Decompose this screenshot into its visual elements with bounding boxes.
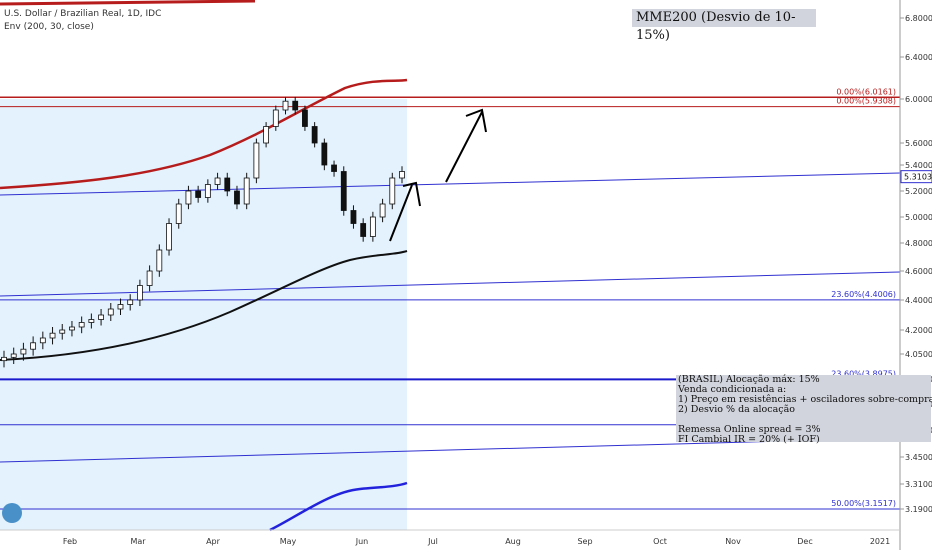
- candle-body: [117, 304, 124, 310]
- x-tick-label: Feb: [63, 537, 77, 546]
- last-price-label: 5.3103: [904, 173, 932, 182]
- symbol-title: U.S. Dollar / Brazilian Real, 1D, IDC: [4, 9, 162, 19]
- x-tick-label: Aug: [505, 537, 521, 546]
- candle-body: [321, 142, 328, 166]
- candle-body: [88, 319, 95, 323]
- x-tick-label: Nov: [725, 537, 741, 546]
- y-tick-label: 6.4000: [905, 53, 932, 62]
- x-tick-label: Jun: [355, 537, 369, 546]
- candle-body: [263, 126, 269, 144]
- candle-body: [166, 223, 172, 251]
- candle-body: [234, 190, 240, 205]
- trend-line: [0, 437, 901, 463]
- x-tick-label: Mar: [130, 537, 146, 546]
- fib-label: 23.60%(3.8975): [831, 369, 896, 378]
- candle-body: [331, 164, 337, 172]
- candle-body: [137, 285, 143, 301]
- candle-body: [369, 216, 376, 237]
- candle-body: [214, 177, 221, 185]
- candle-body: [59, 329, 66, 334]
- candle-body: [282, 100, 289, 111]
- candle-body: [175, 203, 182, 224]
- fib-label: 0.00%(5.9308): [836, 97, 896, 106]
- y-tick-label: 4.0500: [905, 350, 932, 359]
- fib-label: 23.60%(4.4006): [831, 290, 896, 299]
- candle-body: [30, 342, 37, 350]
- y-tick-label: 6.8000: [905, 14, 932, 23]
- y-tick-label: 4.2000: [905, 326, 932, 335]
- highlight-region: [0, 99, 407, 530]
- fib-label: 0.00%(6.0161): [836, 87, 896, 96]
- candle-body: [360, 223, 367, 237]
- y-tick-label: 3.1900: [905, 505, 932, 514]
- candle-body: [224, 177, 231, 192]
- candle-body: [49, 332, 56, 339]
- x-tick-label: Dec: [797, 537, 812, 546]
- candle-body: [272, 109, 279, 127]
- y-tick-label: 4.4000: [905, 296, 932, 305]
- candle-body: [292, 100, 299, 111]
- candle-body: [302, 109, 308, 127]
- candle-body: [39, 337, 46, 344]
- y-tick-label: 4.6000: [905, 267, 932, 276]
- x-tick-label: Oct: [653, 537, 667, 546]
- candle-body: [78, 322, 85, 328]
- last-price-tag: [900, 170, 932, 184]
- x-tick-label: Jul: [427, 537, 438, 546]
- candle-body: [399, 171, 405, 179]
- note-line: FI Cambial IR = 20% (+ IOF): [678, 434, 820, 445]
- candle-body: [146, 270, 153, 286]
- candle-body: [195, 190, 202, 198]
- note-line: Remessa Online spread = 3%: [678, 424, 821, 435]
- mme200-line: [0, 250, 408, 361]
- candle-body: [107, 308, 114, 316]
- candle-body: [243, 177, 250, 205]
- y-tick-label: 4.8000: [905, 239, 932, 248]
- trend-line: [0, 172, 901, 196]
- candle-body: [185, 190, 192, 205]
- annotation-title-box: MME200 (Desvio de 10-15%): [632, 9, 816, 43]
- x-tick-label: Apr: [206, 537, 221, 546]
- candle-body: [340, 171, 347, 211]
- annotation-note-box: (BRASIL) Alocação máx: 15% Venda condici…: [676, 374, 932, 445]
- candle-body: [20, 348, 27, 355]
- y-tick-label: 5.4000: [905, 161, 932, 170]
- candle-body: [204, 184, 211, 198]
- note-line: 2) Desvio % da alocação: [678, 404, 795, 415]
- candle-body: [379, 203, 386, 218]
- y-tick-label: 3.3100: [905, 480, 932, 489]
- candle-body: [350, 210, 357, 224]
- candle-body: [1, 356, 7, 362]
- y-tick-label: 5.6000: [905, 139, 932, 148]
- note-line: 1) Preço em resistências + osciladores s…: [678, 394, 932, 405]
- candle-body: [311, 126, 318, 144]
- candle-body: [10, 353, 17, 358]
- candle-body: [127, 299, 134, 305]
- envelope-upper-line: [0, 78, 408, 190]
- y-tick-label: 6.0000: [905, 95, 932, 104]
- candle-body: [98, 314, 104, 320]
- fib-label: 50.00%(3.1517): [831, 499, 896, 508]
- candle-body: [389, 177, 396, 205]
- tradingview-logo-icon[interactable]: [2, 503, 22, 523]
- x-tick-label: 2021: [870, 537, 890, 546]
- candle-body: [156, 249, 163, 272]
- envelope-upper-line: [0, 0, 256, 6]
- note-line: (BRASIL) Alocação máx: 15%: [678, 374, 820, 385]
- trend-line: [0, 271, 901, 297]
- arrow-up-short: [389, 181, 421, 242]
- note-line: Venda condicionada a:: [678, 384, 787, 395]
- candle-body: [69, 326, 75, 331]
- x-tick-label: Sep: [577, 537, 592, 546]
- candle-body: [253, 142, 260, 179]
- envelope-lower-line: [269, 481, 408, 532]
- x-tick-label: May: [280, 537, 297, 546]
- y-tick-label: 3.4500: [905, 453, 932, 462]
- arrow-up-long: [445, 108, 487, 183]
- y-tick-label: 5.2000: [905, 187, 932, 196]
- y-tick-label: 5.0000: [905, 213, 932, 222]
- indicator-label: Env (200, 30, close): [4, 22, 94, 32]
